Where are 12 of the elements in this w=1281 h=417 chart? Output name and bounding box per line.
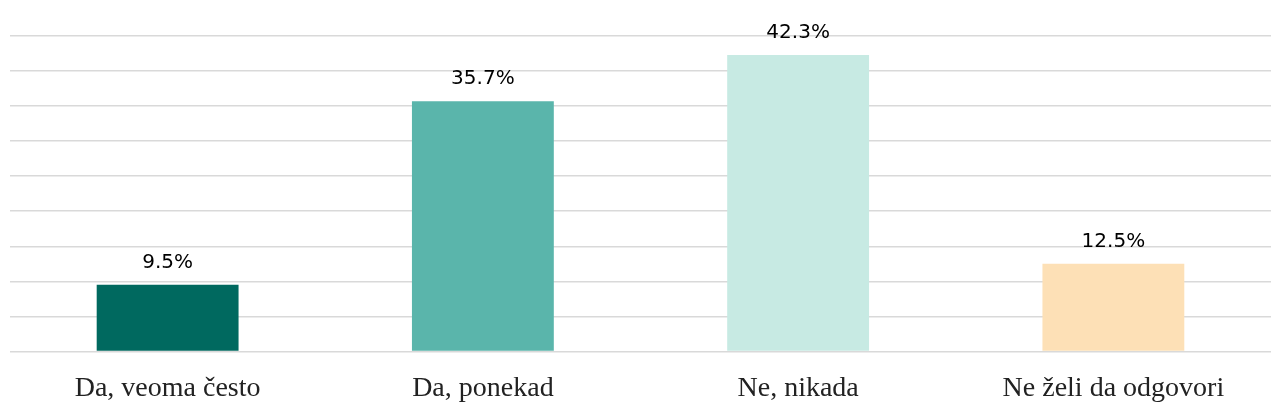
x-tick-label: Ne želi da odgovori — [1002, 370, 1225, 402]
bar — [1042, 263, 1185, 351]
bar — [411, 101, 554, 351]
x-tick-label: Da, veoma često — [74, 370, 261, 402]
x-tick-label: Ne, nikada — [737, 370, 860, 402]
data-label: 42.3% — [766, 19, 830, 44]
x-tick-label: Da, ponekad — [412, 370, 554, 402]
data-label: 12.5% — [1081, 227, 1146, 252]
data-label: 9.5% — [142, 249, 194, 274]
bar — [727, 54, 870, 351]
data-label: 35.7% — [451, 65, 515, 90]
bar — [96, 284, 239, 351]
